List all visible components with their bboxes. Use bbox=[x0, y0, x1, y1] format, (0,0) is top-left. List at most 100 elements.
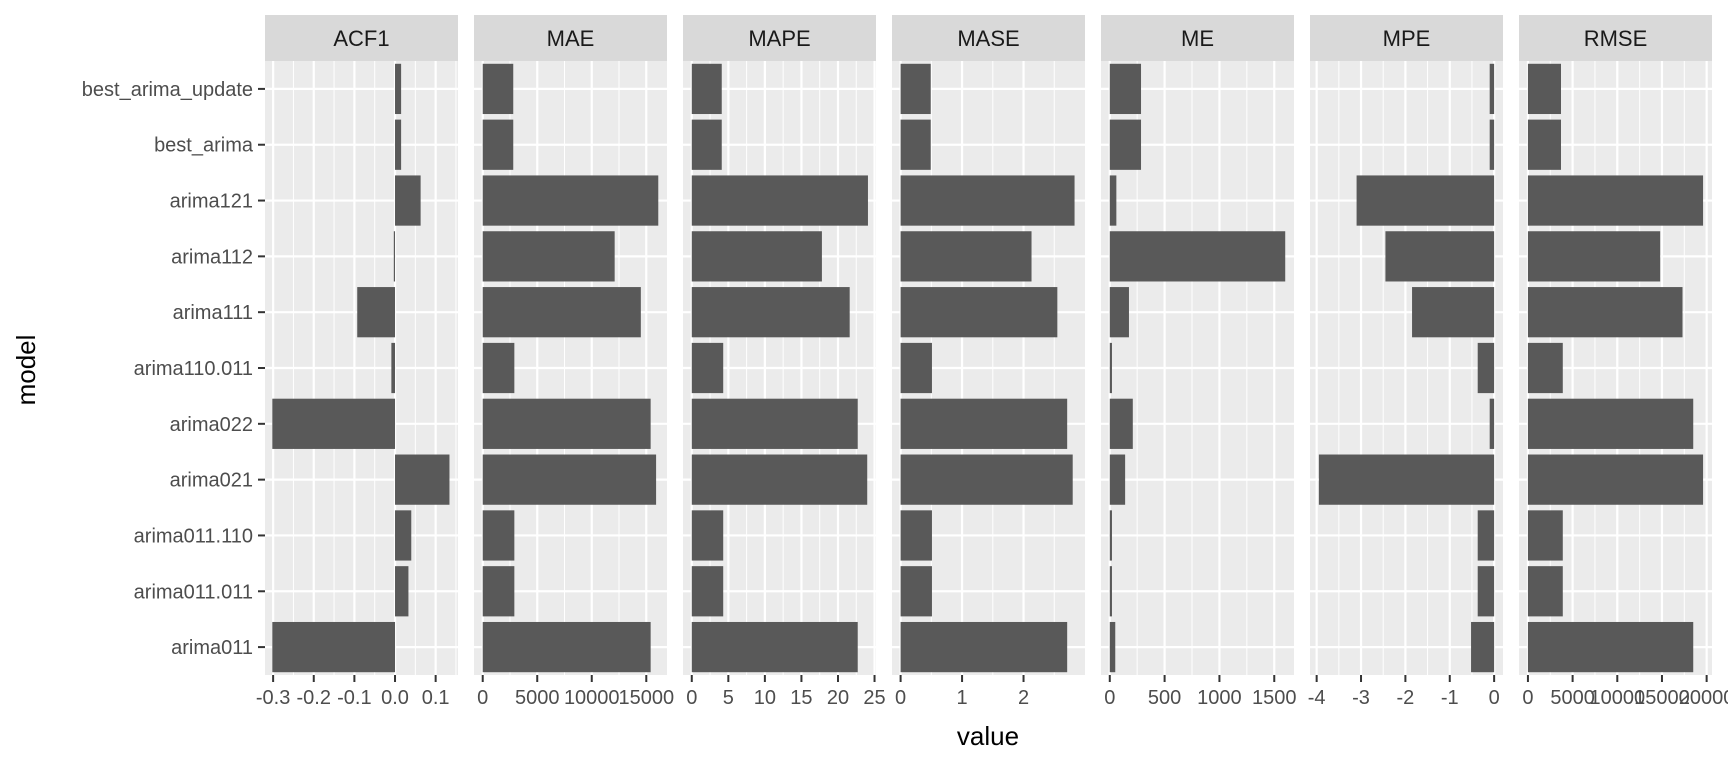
bar-mae-arima110.011 bbox=[482, 342, 515, 394]
bar-acf1-arima011.011 bbox=[395, 566, 409, 617]
bar-rmse-arima011.110 bbox=[1527, 510, 1563, 561]
facet-strip bbox=[1310, 15, 1503, 61]
bar-mase-best_arima bbox=[900, 119, 931, 170]
facet-strip bbox=[683, 15, 876, 61]
bar-mpe-arima011.011 bbox=[1477, 566, 1495, 617]
bar-rmse-arima111 bbox=[1527, 287, 1683, 338]
bar-me-best_arima bbox=[1109, 119, 1142, 170]
bar-mase-arima011.110 bbox=[900, 510, 932, 561]
x-tick-label: -1 bbox=[1441, 687, 1459, 709]
bar-mpe-best_arima_update bbox=[1489, 63, 1495, 115]
bar-mae-arima011.110 bbox=[482, 510, 515, 561]
bar-me-arima111 bbox=[1109, 287, 1129, 338]
bar-rmse-arima022 bbox=[1527, 398, 1694, 449]
bar-me-best_arima_update bbox=[1109, 63, 1142, 115]
y-axis: best_arima_update best_arima arima121 arima… bbox=[82, 79, 265, 659]
bar-mase-arima011 bbox=[900, 621, 1068, 673]
x-tick-label: 10000 bbox=[1589, 687, 1645, 709]
x-tick-label: 0 bbox=[1522, 687, 1533, 709]
bar-acf1-arima121 bbox=[395, 175, 421, 226]
facet-mpe: MPE -4 -3 -2 -1 0 bbox=[1308, 15, 1503, 709]
bar-rmse-arima110.011 bbox=[1527, 342, 1563, 394]
bar-mape-arima111 bbox=[691, 287, 850, 338]
y-axis-title: model bbox=[11, 335, 41, 406]
bar-mpe-arima011.110 bbox=[1477, 510, 1495, 561]
bar-mape-arima022 bbox=[691, 398, 858, 449]
facet-strip-label: MPE bbox=[1383, 26, 1431, 51]
x-tick-label: -4 bbox=[1308, 687, 1326, 709]
facet-strip bbox=[892, 15, 1085, 61]
bar-mape-arima011.011 bbox=[691, 566, 724, 617]
facet-acf1: ACF1 -0.3 -0.2 -0.1 0.0 0.1 bbox=[256, 15, 458, 709]
x-tick-label: 0 bbox=[686, 687, 697, 709]
facet-strip-label: MASE bbox=[957, 26, 1019, 51]
x-tick-label: 5000 bbox=[1550, 687, 1595, 709]
bar-mpe-arima011 bbox=[1471, 621, 1495, 673]
facet-strip bbox=[1101, 15, 1294, 61]
x-tick-label: 10 bbox=[754, 687, 776, 709]
x-tick-label: 20000 bbox=[1679, 687, 1728, 709]
y-tick-label: arima011.011 bbox=[134, 581, 253, 603]
bar-me-arima022 bbox=[1109, 398, 1133, 449]
facet-strip bbox=[1519, 15, 1712, 61]
bar-mpe-arima022 bbox=[1489, 398, 1495, 449]
bar-mpe-arima121 bbox=[1356, 175, 1495, 226]
x-axis-title: value bbox=[957, 721, 1019, 751]
bar-acf1-arima110.011 bbox=[391, 342, 396, 394]
x-tick-label: -2 bbox=[1396, 687, 1414, 709]
bar-mase-arima111 bbox=[900, 287, 1058, 338]
bar-mae-arima111 bbox=[482, 287, 641, 338]
facet-strip-label: MAPE bbox=[748, 26, 810, 51]
y-tick-label: best_arima_update bbox=[82, 79, 253, 101]
x-tick-label: 0 bbox=[477, 687, 488, 709]
bar-rmse-arima011 bbox=[1527, 621, 1694, 673]
facet-rmse: RMSE 0 5000100001500020000 bbox=[1519, 15, 1728, 709]
bar-mase-arima011.011 bbox=[900, 566, 932, 617]
bar-rmse-arima121 bbox=[1527, 175, 1704, 226]
facet-me: ME 0 500 1000 1500 bbox=[1101, 15, 1297, 709]
bar-mape-best_arima bbox=[691, 119, 722, 170]
bar-rmse-arima112 bbox=[1527, 231, 1661, 282]
facet-strip-label: MAE bbox=[547, 26, 595, 51]
bar-rmse-arima011.011 bbox=[1527, 566, 1563, 617]
bar-mase-arima021 bbox=[900, 454, 1073, 505]
bar-mpe-best_arima bbox=[1489, 119, 1495, 170]
bar-mpe-arima111 bbox=[1412, 287, 1495, 338]
facet-strip-label: RMSE bbox=[1584, 26, 1648, 51]
facet-strip bbox=[474, 15, 667, 61]
bar-acf1-best_arima bbox=[395, 119, 402, 170]
x-tick-label: 0.1 bbox=[422, 687, 450, 709]
bar-mape-arima112 bbox=[691, 231, 822, 282]
x-tick-label: 15000 bbox=[618, 687, 674, 709]
bar-rmse-best_arima_update bbox=[1527, 63, 1561, 115]
x-tick-label: -0.1 bbox=[337, 687, 371, 709]
bar-mape-arima110.011 bbox=[691, 342, 724, 394]
bar-mae-arima022 bbox=[482, 398, 651, 449]
bar-mae-arima112 bbox=[482, 231, 615, 282]
bar-me-arima021 bbox=[1109, 454, 1126, 505]
x-tick-label: 2 bbox=[1018, 687, 1029, 709]
x-tick-label: 15 bbox=[790, 687, 812, 709]
bar-mape-best_arima_update bbox=[691, 63, 722, 115]
y-tick-label: arima011.110 bbox=[134, 525, 253, 547]
bar-mase-arima022 bbox=[900, 398, 1068, 449]
bar-mpe-arima021 bbox=[1318, 454, 1495, 505]
bar-mape-arima121 bbox=[691, 175, 868, 226]
facet-mape: MAPE 0 5 10 15 20 25 bbox=[683, 15, 886, 709]
bar-me-arima011.110 bbox=[1109, 510, 1112, 561]
bar-rmse-best_arima bbox=[1527, 119, 1561, 170]
x-tick-label: 0 bbox=[1104, 687, 1115, 709]
x-tick-label: 0 bbox=[895, 687, 906, 709]
x-tick-label: -0.3 bbox=[256, 687, 290, 709]
bar-acf1-arima011.110 bbox=[395, 510, 412, 561]
bar-mae-best_arima_update bbox=[482, 63, 514, 115]
y-tick-label: arima011 bbox=[171, 637, 253, 659]
bar-rmse-arima021 bbox=[1527, 454, 1704, 505]
bar-mae-arima121 bbox=[482, 175, 659, 226]
bar-mase-arima112 bbox=[900, 231, 1032, 282]
bar-me-arima110.011 bbox=[1109, 342, 1112, 394]
bar-me-arima121 bbox=[1109, 175, 1117, 226]
